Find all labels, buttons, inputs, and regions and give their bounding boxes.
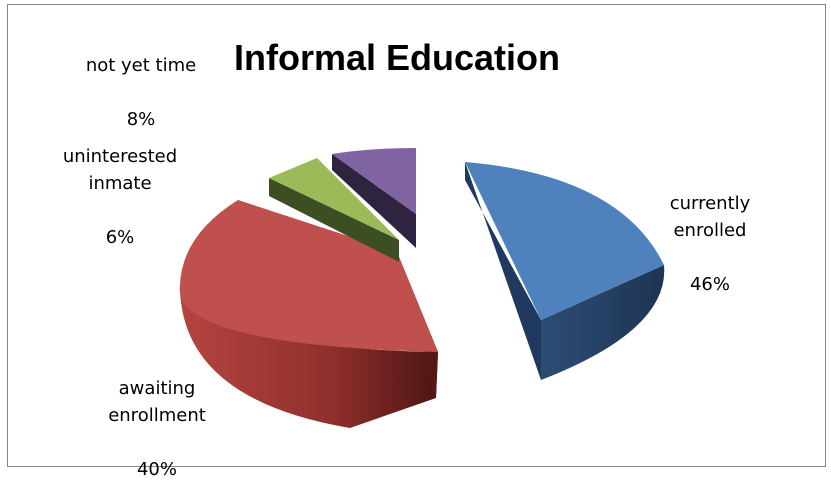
slice-currently-enrolled <box>465 162 665 380</box>
label-awaiting-enrollment-pct: 40% <box>136 459 177 480</box>
label-not-yet-time: not yet time 8% <box>66 25 216 133</box>
label-awaiting-enrollment: awaiting enrollment 40% <box>82 348 232 483</box>
slice-awaiting-enrollment <box>179 200 438 428</box>
label-not-yet-time-name: not yet time <box>85 55 197 76</box>
label-currently-enrolled-name: currently enrolled <box>669 193 751 241</box>
label-currently-enrolled-pct: 46% <box>689 274 730 295</box>
label-uninterested-inmate-pct: 6% <box>105 227 135 248</box>
slice-not-yet-time <box>332 148 416 248</box>
slice-uninterested-inmate <box>269 158 399 262</box>
chart-title: Informal Education <box>234 37 561 78</box>
label-currently-enrolled: currently enrolled 46% <box>640 163 780 298</box>
label-awaiting-enrollment-name: awaiting enrollment <box>108 378 206 426</box>
pie-chart <box>179 148 665 428</box>
label-uninterested-inmate: uninterested inmate 6% <box>40 116 200 251</box>
label-uninterested-inmate-name: uninterested inmate <box>62 146 178 194</box>
label-not-yet-time-pct: 8% <box>126 109 156 130</box>
